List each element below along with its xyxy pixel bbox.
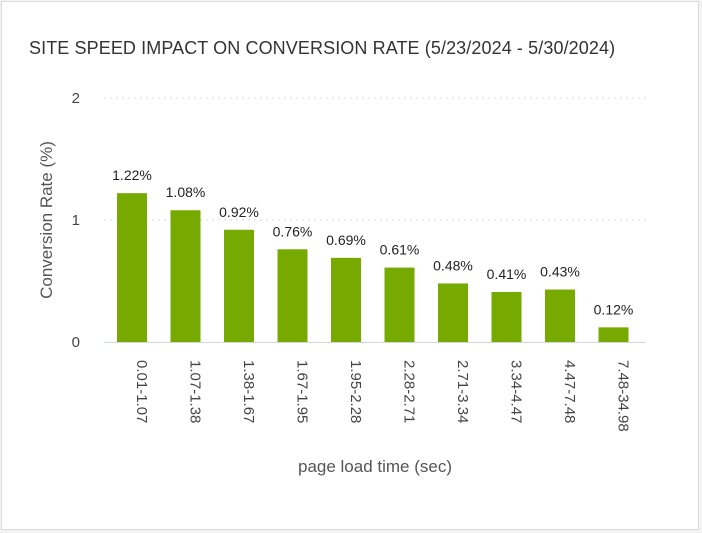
bar — [438, 283, 468, 342]
data-label: 0.61% — [380, 242, 420, 258]
x-tick-label: 2.71-3.34 — [454, 360, 471, 423]
x-tick-label: 1.38-1.67 — [240, 360, 257, 423]
x-tick-label: 7.48-34.98 — [615, 360, 632, 432]
data-label: 0.12% — [594, 301, 634, 317]
x-tick-label: 0.01-1.07 — [133, 360, 150, 423]
y-tick-label: 0 — [72, 334, 80, 351]
bar — [384, 267, 415, 342]
x-tick-label: 1.95-2.28 — [347, 360, 364, 423]
data-labels: 1.22% 1.08% 0.92% 0.76% 0.69% 0.61% 0.48% 0.41%… — [112, 167, 633, 317]
data-label: 1.08% — [166, 184, 206, 200]
bar — [224, 229, 254, 342]
y-axis-ticks: 0 1 2 — [72, 90, 80, 351]
x-tick-label: 1.67-1.95 — [294, 360, 311, 423]
bar — [277, 249, 308, 342]
x-axis-label: page load time (sec) — [298, 457, 452, 476]
bars — [117, 193, 629, 342]
bar — [598, 327, 629, 342]
x-tick-label: 3.34-4.47 — [508, 360, 525, 423]
chart-title: SITE SPEED IMPACT ON CONVERSION RATE (5/… — [29, 38, 616, 58]
x-tick-label: 2.28-2.71 — [401, 360, 418, 423]
y-tick-label: 1 — [72, 212, 80, 229]
data-label: 1.22% — [112, 167, 152, 183]
bar — [117, 193, 147, 342]
data-label: 0.92% — [219, 204, 259, 220]
y-axis-label: Conversion Rate (%) — [37, 141, 56, 299]
x-tick-label: 1.07-1.38 — [187, 360, 204, 423]
bar — [545, 289, 575, 342]
bar — [170, 210, 201, 342]
data-label: 0.41% — [487, 266, 527, 282]
bar — [331, 257, 361, 342]
data-label: 0.69% — [326, 232, 366, 248]
data-label: 0.43% — [540, 264, 580, 280]
data-label: 0.76% — [273, 223, 313, 239]
data-label: 0.48% — [433, 257, 473, 273]
y-tick-label: 2 — [72, 90, 80, 107]
x-axis-ticks: 0.01-1.07 1.07-1.38 1.38-1.67 1.67-1.95 1.95… — [133, 360, 632, 432]
x-tick-label: 4.47-7.48 — [561, 360, 578, 423]
gridlines — [104, 97, 646, 221]
bar — [491, 291, 522, 342]
